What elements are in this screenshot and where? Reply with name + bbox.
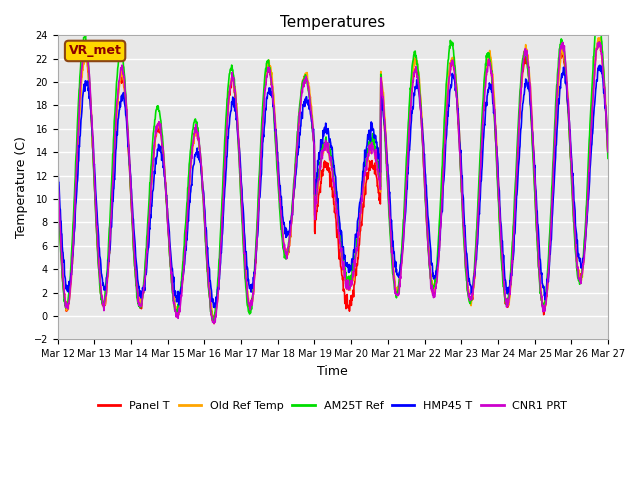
CNR1 PRT bbox=[54, 168, 61, 174]
Panel T bbox=[419, 136, 426, 142]
Panel T bbox=[238, 208, 246, 214]
HMP45 T bbox=[490, 106, 498, 112]
HMP45 T bbox=[419, 127, 426, 133]
AM25T Ref bbox=[490, 116, 498, 122]
Panel T bbox=[210, 321, 218, 326]
Old Ref Temp bbox=[490, 96, 498, 101]
Line: Panel T: Panel T bbox=[58, 40, 608, 324]
Panel T bbox=[163, 201, 170, 206]
Old Ref Temp bbox=[604, 147, 612, 153]
CNR1 PRT bbox=[238, 209, 246, 215]
AM25T Ref bbox=[163, 203, 170, 209]
CNR1 PRT bbox=[595, 39, 603, 45]
AM25T Ref bbox=[238, 218, 246, 224]
Old Ref Temp bbox=[54, 173, 61, 179]
HMP45 T bbox=[604, 140, 612, 146]
CNR1 PRT bbox=[539, 309, 547, 314]
CNR1 PRT bbox=[176, 305, 184, 311]
Line: HMP45 T: HMP45 T bbox=[58, 65, 608, 308]
CNR1 PRT bbox=[419, 137, 426, 143]
AM25T Ref bbox=[419, 137, 426, 143]
Line: CNR1 PRT: CNR1 PRT bbox=[58, 42, 608, 323]
CNR1 PRT bbox=[490, 106, 498, 111]
CNR1 PRT bbox=[163, 200, 170, 205]
X-axis label: Time: Time bbox=[317, 365, 348, 378]
HMP45 T bbox=[163, 192, 170, 198]
AM25T Ref bbox=[210, 319, 218, 325]
Panel T bbox=[54, 177, 61, 183]
Panel T bbox=[490, 109, 498, 115]
HMP45 T bbox=[176, 297, 184, 302]
Panel T bbox=[604, 151, 612, 157]
CNR1 PRT bbox=[210, 320, 218, 326]
Panel T bbox=[595, 37, 603, 43]
Panel T bbox=[539, 302, 547, 308]
CNR1 PRT bbox=[604, 149, 612, 155]
HMP45 T bbox=[596, 62, 604, 68]
AM25T Ref bbox=[176, 291, 184, 297]
HMP45 T bbox=[54, 166, 61, 172]
Old Ref Temp bbox=[238, 202, 246, 208]
Line: Old Ref Temp: Old Ref Temp bbox=[58, 38, 608, 322]
Old Ref Temp bbox=[176, 299, 184, 305]
HMP45 T bbox=[539, 284, 547, 289]
AM25T Ref bbox=[539, 305, 547, 311]
HMP45 T bbox=[238, 187, 246, 192]
AM25T Ref bbox=[604, 156, 612, 161]
AM25T Ref bbox=[592, 26, 600, 32]
Legend: Panel T, Old Ref Temp, AM25T Ref, HMP45 T, CNR1 PRT: Panel T, Old Ref Temp, AM25T Ref, HMP45 … bbox=[94, 396, 572, 416]
Y-axis label: Temperature (C): Temperature (C) bbox=[15, 136, 28, 238]
Line: AM25T Ref: AM25T Ref bbox=[58, 29, 608, 322]
Old Ref Temp bbox=[595, 35, 602, 41]
Old Ref Temp bbox=[539, 303, 547, 309]
Text: VR_met: VR_met bbox=[68, 45, 122, 58]
Title: Temperatures: Temperatures bbox=[280, 15, 385, 30]
Old Ref Temp bbox=[210, 319, 218, 324]
HMP45 T bbox=[211, 305, 218, 311]
Old Ref Temp bbox=[163, 192, 170, 198]
AM25T Ref bbox=[54, 178, 61, 183]
Old Ref Temp bbox=[419, 121, 426, 127]
Panel T bbox=[176, 301, 184, 307]
